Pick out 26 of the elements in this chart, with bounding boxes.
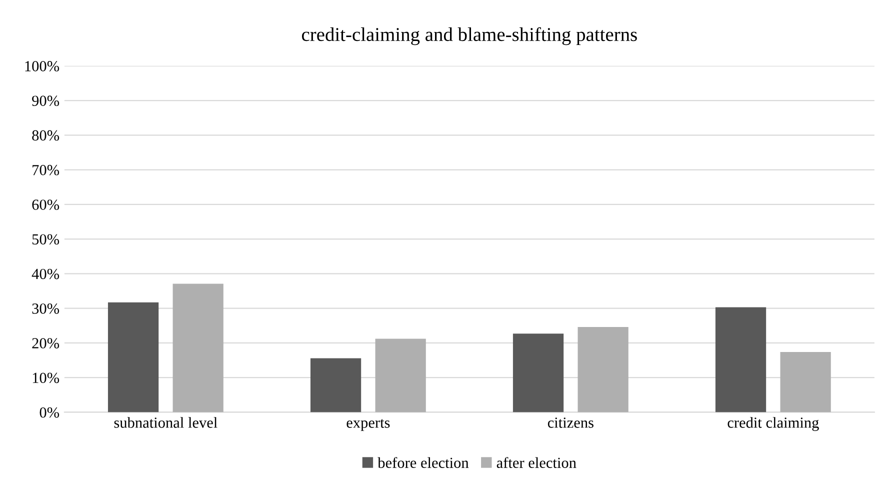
x-tick-label: experts	[346, 419, 390, 431]
y-tick-label: 10%	[32, 372, 60, 384]
x-tick-label: subnational level	[114, 417, 218, 428]
bar	[375, 338, 426, 412]
bar	[715, 307, 766, 412]
x-tick-label: citizens	[548, 418, 594, 428]
y-tick-label: 80%	[32, 130, 60, 141]
y-tick-label: 30%	[32, 303, 60, 314]
y-tick-label: 100%	[25, 61, 60, 72]
bar	[578, 327, 628, 412]
legend-label: after election	[496, 457, 576, 468]
x-tick-label: credit claiming	[728, 417, 819, 431]
y-tick-label: 50%	[32, 234, 60, 245]
chart-title: credit-claiming and blame-shifting patterns	[302, 27, 637, 46]
y-tick-label: 20%	[32, 338, 60, 348]
y-tick-label: 90%	[32, 96, 60, 106]
bar	[780, 352, 831, 412]
legend-label: before election	[378, 457, 469, 468]
y-tick-label: 0%	[40, 407, 60, 418]
bar	[172, 284, 224, 412]
bar	[310, 358, 362, 412]
y-tick-label: 70%	[32, 164, 60, 176]
bar	[512, 334, 564, 412]
y-tick-label: 40%	[32, 268, 60, 280]
y-tick-label: 60%	[32, 200, 60, 210]
bar	[108, 302, 159, 412]
